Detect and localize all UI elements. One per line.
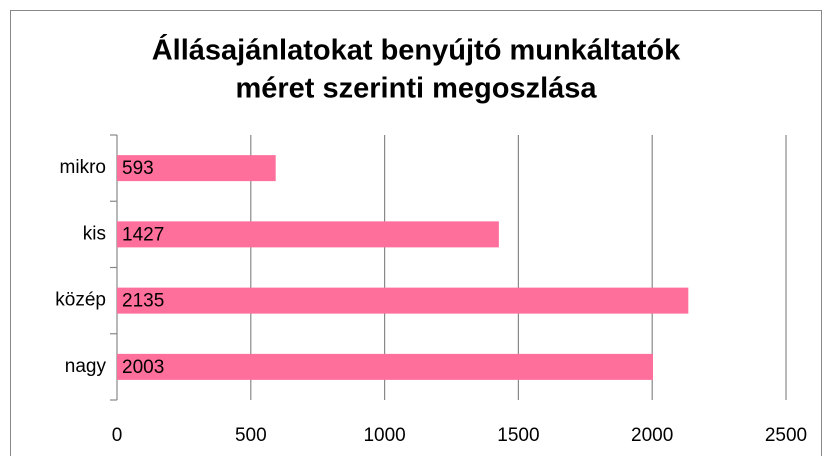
data-label: 2135 xyxy=(122,291,164,312)
data-label: 1427 xyxy=(122,224,164,245)
chart-title: méret szerinti megoszlása xyxy=(235,73,597,105)
x-tick-label: 0 xyxy=(112,425,123,446)
x-tick-label: 1000 xyxy=(363,425,405,446)
x-tick-label: 2500 xyxy=(765,425,807,446)
x-tick-label: 1500 xyxy=(497,425,539,446)
x-tick-label: 500 xyxy=(235,425,267,446)
bar xyxy=(117,221,499,248)
data-label: 593 xyxy=(122,158,154,179)
y-tick-label: nagy xyxy=(65,356,107,377)
data-label: 2003 xyxy=(122,357,164,378)
x-tick-label: 2000 xyxy=(631,425,673,446)
bar xyxy=(117,155,276,182)
bar xyxy=(117,353,654,380)
bar xyxy=(117,287,689,314)
y-tick-label: kis xyxy=(83,223,106,244)
y-tick-label: mikro xyxy=(60,157,106,178)
chart-title: Állásajánlatokat benyújtó munkáltatók xyxy=(152,33,681,67)
y-tick-label: közép xyxy=(55,290,106,311)
